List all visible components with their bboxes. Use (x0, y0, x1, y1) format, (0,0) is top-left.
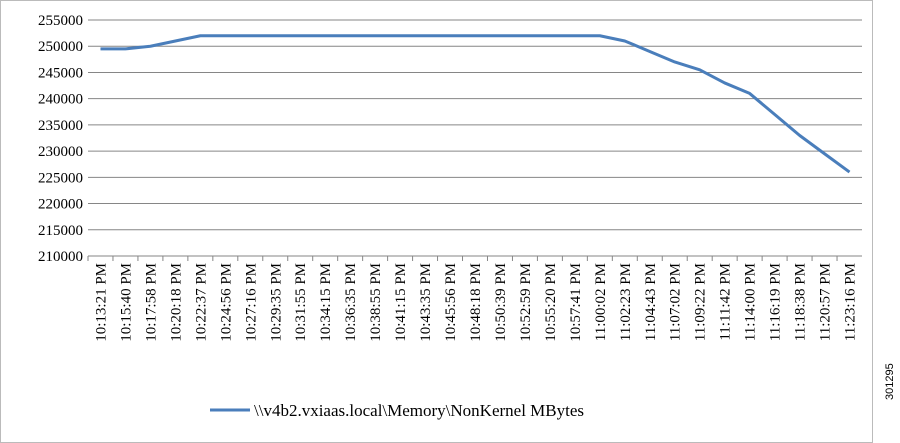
x-tick-label: 11:18:38 PM (793, 263, 809, 341)
x-tick-label: 10:48:18 PM (468, 263, 484, 342)
x-tick-label: 10:55:20 PM (543, 263, 559, 342)
x-tick-label: 11:07:02 PM (668, 263, 684, 341)
chart-frame (0, 0, 873, 443)
x-tick-label: 11:00:02 PM (593, 263, 609, 341)
y-tick-label: 225000 (38, 170, 83, 186)
x-tick-label: 11:23:16 PM (843, 263, 859, 341)
x-tick-label: 11:11:42 PM (718, 263, 734, 341)
y-tick-label: 220000 (38, 197, 83, 213)
x-tick-label: 10:24:56 PM (218, 263, 234, 342)
y-tick-label: 230000 (38, 144, 83, 160)
x-tick-label: 10:15:40 PM (118, 263, 134, 342)
y-tick-label: 245000 (38, 65, 83, 81)
x-tick-label: 10:38:55 PM (368, 263, 384, 342)
x-tick-label: 10:45:56 PM (443, 263, 459, 342)
y-tick-label: 250000 (38, 39, 83, 55)
x-tick-label: 11:16:19 PM (768, 263, 784, 341)
y-tick-label: 240000 (38, 92, 83, 108)
x-tick-label: 11:04:43 PM (643, 263, 659, 341)
x-tick-label: 10:36:35 PM (343, 263, 359, 342)
x-tick-label: 11:02:23 PM (618, 263, 634, 341)
x-tick-label: 11:20:57 PM (818, 263, 834, 341)
x-tick-label: 10:43:35 PM (418, 263, 434, 342)
data-line (100, 34, 851, 174)
y-tick-label: 235000 (38, 118, 83, 134)
x-tick-label: 10:34:15 PM (318, 263, 334, 342)
y-tick-label: 215000 (38, 223, 83, 239)
x-tick-label: 10:31:55 PM (293, 263, 309, 342)
x-tick-label: 10:20:18 PM (168, 263, 184, 342)
x-tick-label: 10:57:41 PM (568, 263, 584, 342)
figure-id: 301295 (884, 363, 896, 400)
x-tick-label: 10:50:39 PM (493, 263, 509, 342)
legend-label: \\v4b2.vxiaas.local\Memory\NonKernel MBy… (254, 401, 584, 420)
x-tick-label: 11:14:00 PM (743, 263, 759, 341)
x-tick-label: 10:13:21 PM (93, 263, 109, 342)
x-tick-label: 10:29:35 PM (268, 263, 284, 342)
x-tick-label: 10:41:15 PM (393, 263, 409, 342)
x-tick-label: 10:27:16 PM (243, 263, 259, 342)
y-tick-label: 210000 (38, 249, 83, 265)
x-tick-label: 10:52:59 PM (518, 263, 534, 342)
y-tick-label: 255000 (38, 13, 83, 29)
x-tick-label: 10:22:37 PM (193, 263, 209, 342)
x-tick-label: 11:09:22 PM (693, 263, 709, 341)
x-tick-label: 10:17:58 PM (143, 263, 159, 342)
